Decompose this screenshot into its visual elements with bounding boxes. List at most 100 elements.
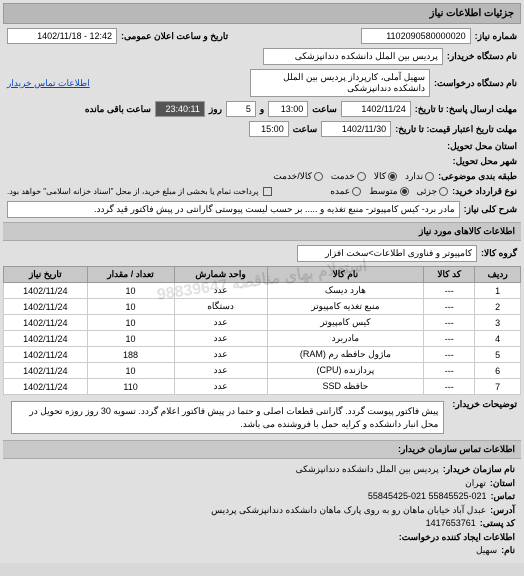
table-header: نام کالا (267, 267, 424, 283)
table-cell: 10 (87, 283, 174, 299)
purchase-radio-group: جزئی متوسط عمده (330, 186, 448, 197)
table-cell: --- (424, 315, 475, 331)
contact-address-label: آدرس: (490, 504, 515, 518)
contact-name-value: سهیل (476, 544, 497, 558)
table-cell: ماژول حافظه رم (RAM) (267, 347, 424, 363)
contact-phones-label: تماس: (491, 490, 515, 504)
remaining-time: 23:40:11 (155, 101, 205, 117)
table-cell: منبع تغذیه کامپیوتر (267, 299, 424, 315)
send-deadline-label: مهلت ارسال پاسخ: تا تاریخ: (415, 104, 517, 115)
table-cell: دستگاه (174, 299, 267, 315)
table-cell: --- (424, 379, 475, 395)
table-cell: --- (424, 299, 475, 315)
table-row: 4---مادربردعدد101402/11/24 (4, 331, 521, 347)
table-cell: 5 (475, 347, 521, 363)
send-time-label: ساعت (312, 104, 337, 115)
table-cell: 1402/11/24 (4, 315, 88, 331)
purchase-opt-high: عمده (330, 186, 350, 197)
table-header: تاریخ نیاز (4, 267, 88, 283)
purchase-radio-med[interactable] (400, 187, 409, 196)
table-cell: 6 (475, 363, 521, 379)
packaging-radio-service[interactable] (357, 172, 366, 181)
contact-phones-value: 55845525-021 55845425-021 (368, 490, 487, 504)
need-number-value: 1102090580000020 (361, 28, 471, 44)
contact-creator-label: اطلاعات ایجاد کننده درخواست: (399, 531, 515, 545)
purchase-opt-med: متوسط (369, 186, 397, 197)
purchase-note: پرداخت تمام یا بخشی از مبلغ خرید، از محل… (7, 187, 259, 196)
table-row: 6---پردازنده (CPU)عدد101402/11/24 (4, 363, 521, 379)
validity-time-value: 15:00 (249, 121, 289, 137)
packaging-radio-both[interactable] (314, 172, 323, 181)
purchase-opt-low: جزئی (417, 186, 438, 197)
table-cell: عدد (174, 347, 267, 363)
table-cell: 4 (475, 331, 521, 347)
row-packaging: طبقه بندی موضوعی: ندارد کالا خدمت کالا/خ… (3, 169, 521, 184)
table-cell: حافظه SSD (267, 379, 424, 395)
table-cell: 7 (475, 379, 521, 395)
row-goods-group: گروه کالا: کامپیوتر و فناوری اطلاعات>سخت… (3, 243, 521, 264)
packaging-radio-kala[interactable] (388, 172, 397, 181)
explanation-label: توضیحات خریدار: (452, 399, 517, 410)
row-validity: مهلت تاریخ اعتبار قیمت: تا تاریخ: 1402/1… (3, 119, 521, 139)
buyer-value: پردیس بین الملل دانشکده دندانپزشکی (263, 48, 443, 65)
contact-section-header: اطلاعات تماس سازمان خریدار: (3, 440, 521, 459)
requester-value: سهیل آملی، کارپرداز پردیس بین الملل دانش… (250, 69, 430, 97)
delivery-city-label: شهر محل تحویل: (262, 156, 517, 167)
contact-address-value: عبدل آباد خیابان ماهان رو به روی پارک ما… (211, 504, 486, 518)
goods-group-label: گروه کالا: (481, 248, 517, 259)
table-cell: 1402/11/24 (4, 363, 88, 379)
packaging-radio-group: ندارد کالا خدمت کالا/خدمت (273, 171, 434, 182)
treasury-checkbox[interactable] (263, 187, 272, 196)
send-time-value: 13:00 (268, 101, 308, 117)
row-send-deadline: مهلت ارسال پاسخ: تا تاریخ: 1402/11/24 سا… (3, 99, 521, 119)
table-cell: 1402/11/24 (4, 347, 88, 363)
table-cell: عدد (174, 363, 267, 379)
goods-table: ردیفکد کالانام کالاواحد شمارشتعداد / مقد… (3, 266, 521, 395)
table-row: 3---کیس کامپیوترعدد101402/11/24 (4, 315, 521, 331)
contact-postal-label: کد پستی: (480, 517, 515, 531)
table-cell: هارد دیسک (267, 283, 424, 299)
table-cell: عدد (174, 315, 267, 331)
validity-label: مهلت تاریخ اعتبار قیمت: تا تاریخ: (395, 124, 517, 135)
packaging-opt-service: خدمت (331, 171, 355, 182)
table-header: واحد شمارش (174, 267, 267, 283)
explanation-text: پیش فاکتور پیوست گردد. گارانتی قطعات اصل… (11, 401, 444, 434)
validity-time-label: ساعت (293, 124, 318, 135)
table-cell: 188 (87, 347, 174, 363)
packaging-radio-na[interactable] (425, 172, 434, 181)
validity-date-value: 1402/11/30 (321, 121, 391, 137)
packaging-opt-na: ندارد (405, 171, 423, 182)
table-cell: مادربرد (267, 331, 424, 347)
packaging-opt-both: کالا/خدمت (273, 171, 312, 182)
announce-datetime-value: 12:42 - 1402/11/18 (7, 28, 117, 44)
table-header: تعداد / مقدار (87, 267, 174, 283)
row-purchase-type: نوع قرارداد خرید: جزئی متوسط عمده پرداخت… (3, 184, 521, 199)
purchase-label: نوع قرارداد خرید: (452, 186, 517, 197)
table-cell: 10 (87, 331, 174, 347)
table-row: 2---منبع تغذیه کامپیوتردستگاه101402/11/2… (4, 299, 521, 315)
table-cell: 10 (87, 315, 174, 331)
table-cell: کیس کامپیوتر (267, 315, 424, 331)
row-buyer: نام دستگاه خریدار: پردیس بین الملل دانشک… (3, 46, 521, 67)
table-cell: 10 (87, 363, 174, 379)
table-cell: پردازنده (CPU) (267, 363, 424, 379)
remain-suffix: ساعت باقی مانده (85, 104, 151, 115)
days-prefix: و (260, 104, 264, 115)
packaging-opt-kala: کالا (374, 171, 386, 182)
row-delivery: استان محل تحویل: شهر محل تحویل: (3, 139, 521, 169)
table-cell: 2 (475, 299, 521, 315)
row-need-desc: شرح کلی نیاز: مادر برد- کیس کامپیوتر- من… (3, 199, 521, 220)
table-header: ردیف (475, 267, 521, 283)
contact-province-label: استان: (490, 477, 515, 491)
purchase-radio-low[interactable] (439, 187, 448, 196)
table-cell: 1 (475, 283, 521, 299)
buyer-contact-link[interactable]: اطلاعات تماس خریدار (7, 78, 90, 89)
table-cell: 1402/11/24 (4, 379, 88, 395)
row-need-number: شماره نیاز: 1102090580000020 تاریخ و ساع… (3, 26, 521, 46)
table-cell: 1402/11/24 (4, 283, 88, 299)
purchase-radio-high[interactable] (352, 187, 361, 196)
packaging-label: طبقه بندی موضوعی: (438, 171, 517, 182)
page-title: جزئیات اطلاعات نیاز (3, 3, 521, 24)
delivery-province-label: استان محل تحویل: (262, 141, 517, 152)
need-number-label: شماره نیاز: (475, 31, 517, 42)
